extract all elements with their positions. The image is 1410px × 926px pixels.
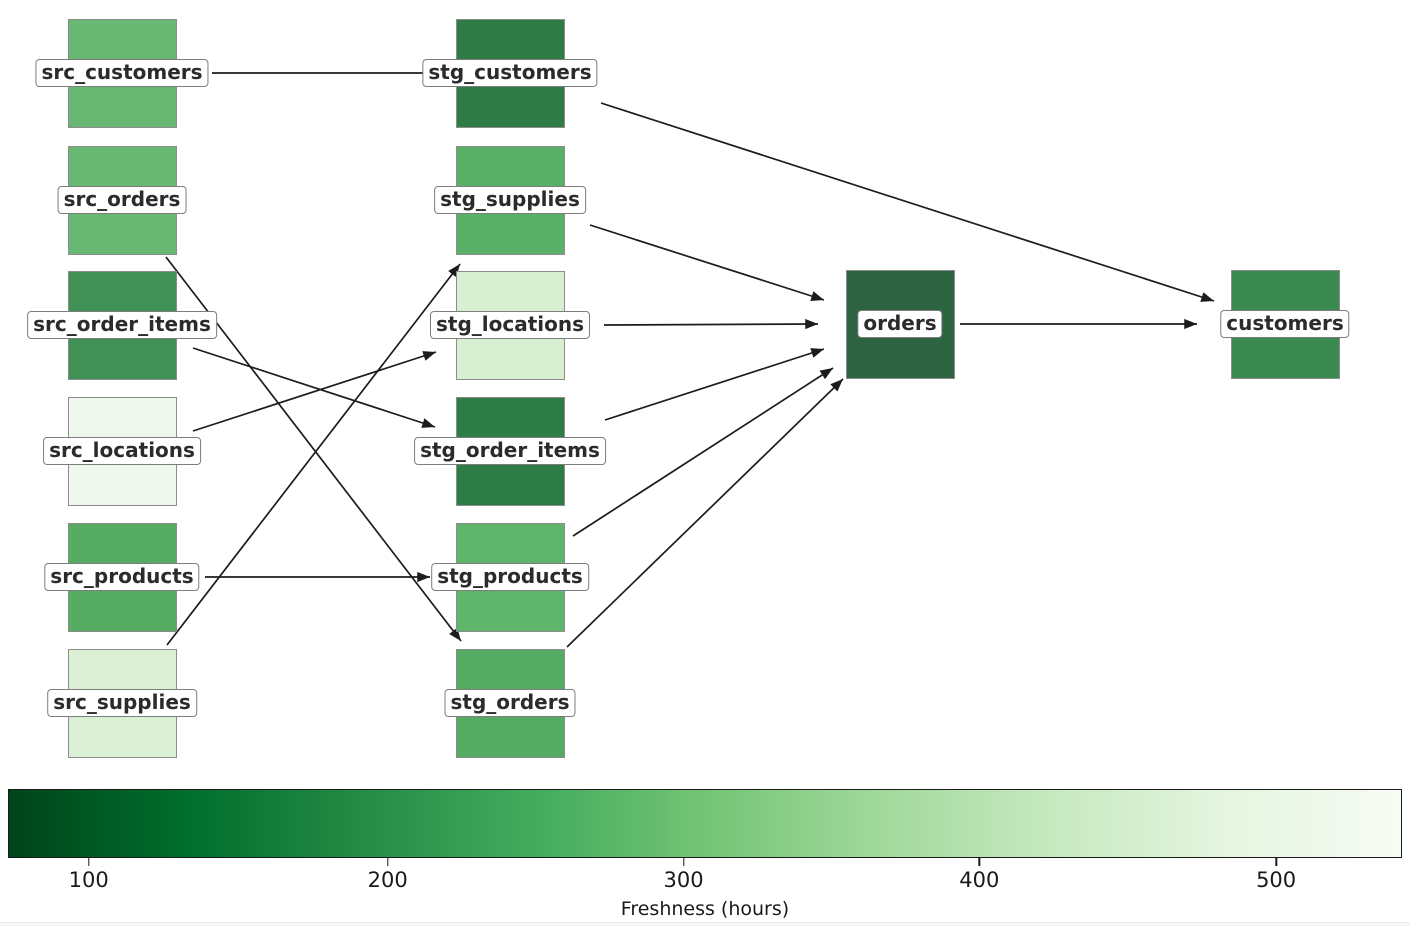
edge-src_order_items-to-stg_order_items [192,347,436,428]
node-label-src_order_items[interactable]: src_order_items [27,311,217,339]
node-label-src_products[interactable]: src_products [44,563,200,591]
colorbar-tick-label-500: 500 [1256,868,1297,892]
colorbar-tick-mark-100 [88,858,90,866]
edge-layer [165,72,1215,648]
bottom-divider [0,922,1410,926]
edge-stg_supplies-to-orders [589,224,825,301]
edge-stg_orders-to-orders [566,378,844,648]
colorbar-tick-mark-400 [978,858,981,866]
colorbar-tick-label-300: 300 [663,868,704,892]
colorbar-tick-label-100: 100 [68,868,109,892]
node-label-stg_customers[interactable]: stg_customers [422,59,598,87]
colorbar-tick-mark-300 [682,858,685,866]
edge-stg_products-to-orders [572,367,834,537]
colorbar-tick-label-200: 200 [367,868,408,892]
node-label-stg_orders[interactable]: stg_orders [444,689,576,717]
edge-stg_locations-to-orders [603,318,819,330]
colorbar-tick-mark-200 [387,858,389,866]
node-label-orders[interactable]: orders [857,310,943,338]
node-label-src_supplies[interactable]: src_supplies [47,689,197,717]
node-label-stg_order_items[interactable]: stg_order_items [414,437,606,465]
node-label-stg_locations[interactable]: stg_locations [429,311,591,339]
node-label-src_orders[interactable]: src_orders [57,186,187,214]
edge-src_locations-to-stg_locations [192,351,437,432]
colorbar-gradient [8,789,1402,858]
colorbar-tick-label-400: 400 [959,868,1000,892]
node-label-stg_products[interactable]: stg_products [431,563,589,591]
edge-src_supplies-to-stg_supplies [166,263,461,646]
colorbar-tick-mark-500 [1275,858,1277,866]
edge-stg_order_items-to-orders [604,348,825,421]
node-label-customers[interactable]: customers [1220,310,1350,338]
colorbar-axis-label: Freshness (hours) [620,898,790,920]
node-label-stg_supplies[interactable]: stg_supplies [434,186,586,214]
node-label-src_locations[interactable]: src_locations [43,437,201,465]
edge-stg_customers-to-customers [600,102,1215,302]
node-label-src_customers[interactable]: src_customers [35,59,209,87]
